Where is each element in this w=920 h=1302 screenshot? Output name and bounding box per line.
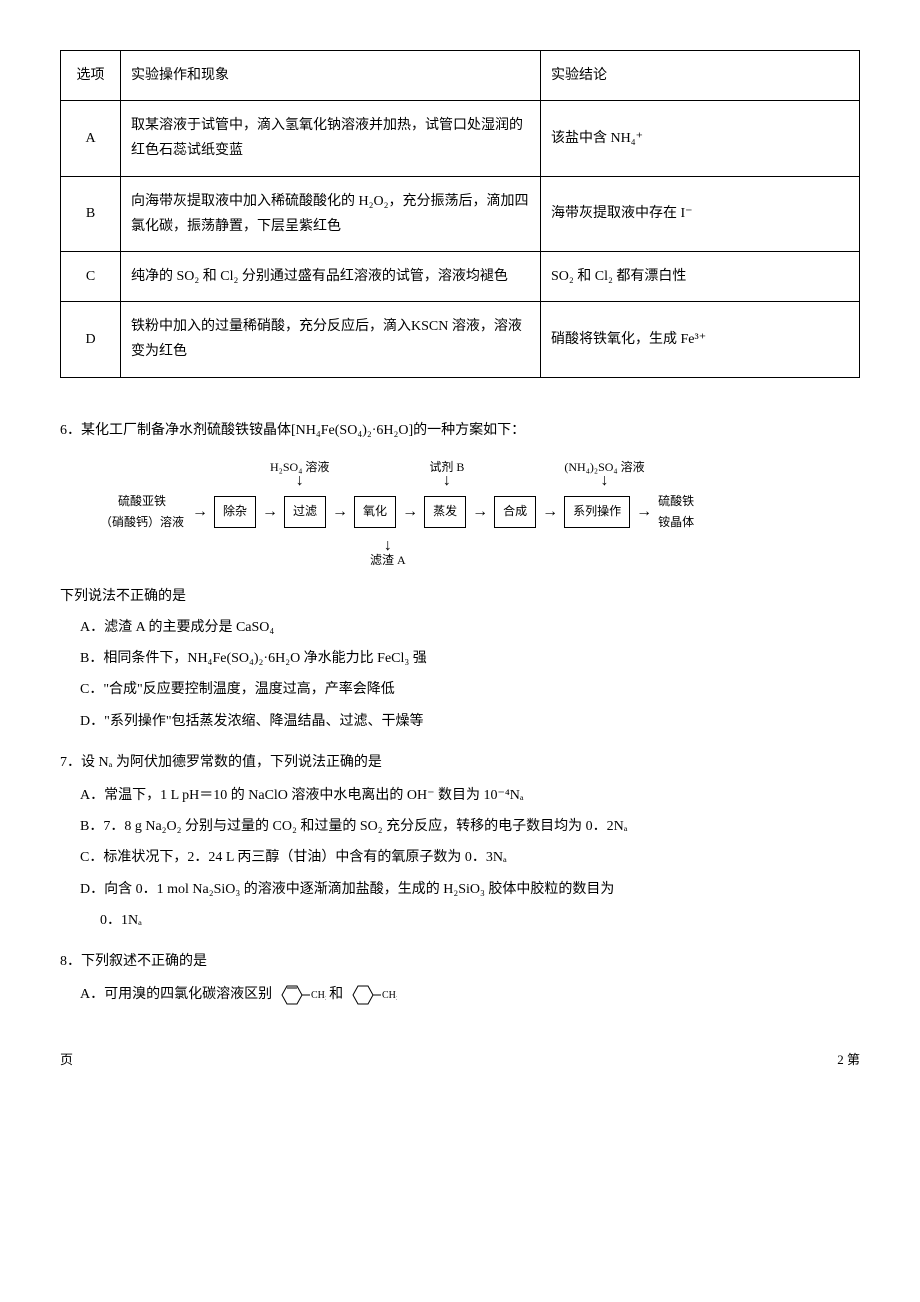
q8a-prefix: A．可用溴的四氯化碳溶液区别 <box>80 987 272 1002</box>
diagram-main-row: 硫酸亚铁（硝酸钙）溶液 → 除杂 → 过滤 → 氧化 → 蒸发 → 合成 → 系… <box>100 491 860 534</box>
right-arrow-icon: → <box>192 504 208 520</box>
cell-opt: A <box>61 101 121 176</box>
diagram-top-labels: H₂SO₄ 溶液↓ 试剂 B↓ (NH₄)₂SO₄ 溶液↓ <box>270 461 860 489</box>
diagram-filtrate: ↓滤渣 A <box>370 536 860 566</box>
down-arrow-icon: ↓ <box>601 473 609 489</box>
footer-right: 2 第 <box>837 1048 860 1071</box>
table-header-row: 选项 实验操作和现象 实验结论 <box>61 51 860 101</box>
q6-option-d: D．"系列操作"包括蒸发浓缩、降温结晶、过滤、干燥等 <box>80 709 860 734</box>
q7-option-c: C．标准状况下，2．24 L 丙三醇（甘油）中含有的氧原子数为 0．3Nₐ <box>80 845 860 870</box>
q6-option-c: C．"合成"反应要控制温度，温度过高，产率会降低 <box>80 677 860 702</box>
cell-op: 铁粉中加入的过量稀硝酸，充分反应后，滴入KSCN 溶液，溶液变为红色 <box>121 302 541 377</box>
question-6: 6．某化工厂制备净水剂硫酸铁铵晶体[NH₄Fe(SO₄)₂·6H₂O]的一种方案… <box>60 418 860 443</box>
down-arrow-icon: ↓ <box>296 473 304 489</box>
box-series-ops: 系列操作 <box>564 496 630 528</box>
q8-option-a: A．可用溴的四氯化碳溶液区别 CH₃ 和 CH₃ <box>80 982 860 1008</box>
diagram-input: 硫酸亚铁（硝酸钙）溶液 <box>100 491 186 534</box>
q8a-mid: 和 <box>329 987 343 1002</box>
right-arrow-icon: → <box>402 504 418 520</box>
hexene-ch3-icon: CH₃ <box>276 982 326 1008</box>
q6-stem: 某化工厂制备净水剂硫酸铁铵晶体[NH₄Fe(SO₄)₂·6H₂O]的一种方案如下… <box>81 423 525 438</box>
down-arrow-icon: ↓ <box>443 473 451 489</box>
right-arrow-icon: → <box>262 504 278 520</box>
right-arrow-icon: → <box>542 504 558 520</box>
table-row: C 纯净的 SO₂ 和 Cl₂ 分别通过盛有品红溶液的试管，溶液均褪色 SO₂ … <box>61 251 860 301</box>
table-row: D 铁粉中加入的过量稀硝酸，充分反应后，滴入KSCN 溶液，溶液变为红色 硝酸将… <box>61 302 860 377</box>
box-synthesize: 合成 <box>494 496 536 528</box>
experiment-table: 选项 实验操作和现象 实验结论 A 取某溶液于试管中，滴入氢氧化钠溶液并加热，试… <box>60 50 860 378</box>
cell-op: 向海带灰提取液中加入稀硫酸酸化的 H₂O₂，充分振荡后，滴加四氯化碳，振荡静置，… <box>121 176 541 251</box>
right-arrow-icon: → <box>636 504 652 520</box>
cell-op: 取某溶液于试管中，滴入氢氧化钠溶液并加热，试管口处湿润的红色石蕊试纸变蓝 <box>121 101 541 176</box>
right-arrow-icon: → <box>472 504 488 520</box>
page-footer: 页 2 第 <box>60 1048 860 1071</box>
cell-op: 纯净的 SO₂ 和 Cl₂ 分别通过盛有品红溶液的试管，溶液均褪色 <box>121 251 541 301</box>
cell-conc: 该盐中含 NH₄⁺ <box>541 101 860 176</box>
table-row: B 向海带灰提取液中加入稀硫酸酸化的 H₂O₂，充分振荡后，滴加四氯化碳，振荡静… <box>61 176 860 251</box>
cell-conc: 硝酸将铁氧化，生成 Fe³⁺ <box>541 302 860 377</box>
q6-num: 6． <box>60 423 81 438</box>
cell-conc: SO₂ 和 Cl₂ 都有漂白性 <box>541 251 860 301</box>
svg-text:CH₃: CH₃ <box>311 990 326 1001</box>
q7-option-b: B．7．8 g Na₂O₂ 分别与过量的 CO₂ 和过量的 SO₂ 充分反应，转… <box>80 814 860 839</box>
q7-num: 7． <box>60 755 81 770</box>
q7-option-d: D．向含 0．1 mol Na₂SiO₃ 的溶液中逐渐滴加盐酸，生成的 H₂Si… <box>80 877 860 902</box>
cell-conc: 海带灰提取液中存在 I⁻ <box>541 176 860 251</box>
q7-option-d-cont: 0．1Nₐ <box>100 908 860 933</box>
q7-stem: 设 Nₐ 为阿伏加德罗常数的值，下列说法正确的是 <box>81 755 382 770</box>
box-oxidize: 氧化 <box>354 496 396 528</box>
question-7: 7．设 Nₐ 为阿伏加德罗常数的值，下列说法正确的是 <box>60 750 860 775</box>
q6-lead: 下列说法不正确的是 <box>60 584 860 609</box>
footer-left: 页 <box>60 1048 73 1071</box>
diagram-output: 硫酸铁铵晶体 <box>658 491 696 534</box>
label-h2so4: H₂SO₄ 溶液↓ <box>270 461 329 489</box>
box-evaporate: 蒸发 <box>424 496 466 528</box>
cell-opt: C <box>61 251 121 301</box>
cell-opt: B <box>61 176 121 251</box>
svg-text:CH₃: CH₃ <box>382 990 397 1001</box>
table-row: A 取某溶液于试管中，滴入氢氧化钠溶液并加热，试管口处湿润的红色石蕊试纸变蓝 该… <box>61 101 860 176</box>
box-remove-impurity: 除杂 <box>214 496 256 528</box>
right-arrow-icon: → <box>332 504 348 520</box>
header-operation: 实验操作和现象 <box>121 51 541 101</box>
label-reagent-b: 试剂 B↓ <box>429 461 464 489</box>
q8-num: 8． <box>60 954 81 969</box>
hexane-ch3-icon: CH₃ <box>347 982 397 1008</box>
q6-option-b: B．相同条件下，NH₄Fe(SO₄)₂·6H₂O 净水能力比 FeCl₃ 强 <box>80 646 860 671</box>
question-8: 8．下列叙述不正确的是 <box>60 949 860 974</box>
header-conclusion: 实验结论 <box>541 51 860 101</box>
process-diagram: H₂SO₄ 溶液↓ 试剂 B↓ (NH₄)₂SO₄ 溶液↓ 硫酸亚铁（硝酸钙）溶… <box>100 461 860 566</box>
cell-opt: D <box>61 302 121 377</box>
box-filter: 过滤 <box>284 496 326 528</box>
q7-option-a: A．常温下，1 L pH＝10 的 NaClO 溶液中水电离出的 OH⁻ 数目为… <box>80 783 860 808</box>
header-option: 选项 <box>61 51 121 101</box>
label-nh4so4: (NH₄)₂SO₄ 溶液↓ <box>564 461 644 489</box>
q6-option-a: A．滤渣 A 的主要成分是 CaSO₄ <box>80 615 860 640</box>
down-arrow-icon: ↓ <box>384 538 392 554</box>
q8-stem: 下列叙述不正确的是 <box>81 954 207 969</box>
